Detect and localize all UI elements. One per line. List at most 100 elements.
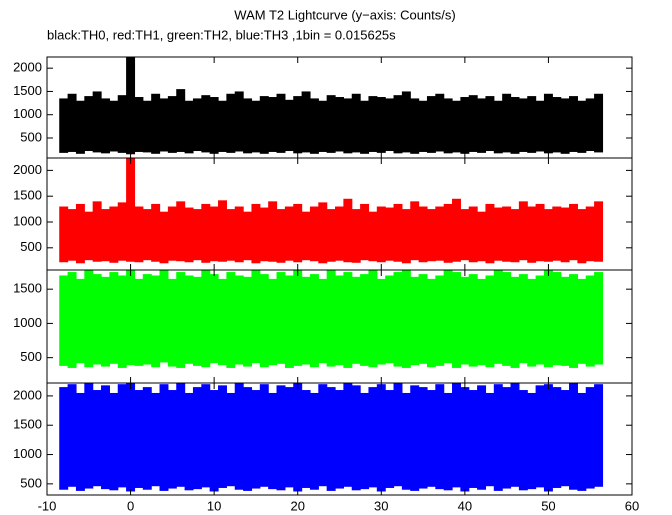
data-range bbox=[343, 272, 353, 368]
data-range bbox=[585, 98, 595, 152]
data-range bbox=[117, 275, 127, 368]
data-range bbox=[510, 97, 520, 154]
data-range bbox=[518, 390, 528, 491]
data-range bbox=[543, 93, 553, 154]
data-range bbox=[351, 93, 361, 153]
data-range bbox=[443, 98, 453, 154]
data-range bbox=[184, 392, 194, 491]
data-range bbox=[309, 392, 319, 490]
data-range bbox=[569, 383, 578, 490]
data-range bbox=[493, 384, 503, 491]
data-range bbox=[560, 98, 570, 154]
data-range bbox=[518, 201, 528, 261]
data-range bbox=[468, 390, 478, 488]
data-range bbox=[209, 390, 219, 492]
data-range bbox=[268, 201, 278, 262]
y-tick-label: 1000 bbox=[13, 106, 42, 121]
data-range bbox=[176, 89, 186, 152]
data-range bbox=[84, 211, 94, 261]
data-range bbox=[493, 270, 503, 364]
data-range bbox=[577, 392, 587, 491]
data-range bbox=[234, 275, 244, 365]
data-range bbox=[67, 209, 77, 261]
data-range bbox=[393, 383, 403, 487]
data-range bbox=[368, 211, 378, 262]
data-range bbox=[109, 392, 119, 491]
data-range bbox=[351, 276, 361, 364]
data-range bbox=[226, 93, 236, 153]
data-range bbox=[59, 98, 69, 153]
data-range bbox=[293, 383, 303, 492]
data-range bbox=[477, 211, 487, 262]
data-range bbox=[335, 97, 344, 152]
data-range bbox=[109, 272, 119, 364]
data-range bbox=[393, 203, 403, 262]
data-range bbox=[84, 383, 94, 489]
data-range bbox=[376, 384, 386, 492]
data-range bbox=[301, 390, 311, 488]
data-range bbox=[234, 91, 244, 152]
data-range bbox=[309, 274, 319, 368]
data-range bbox=[218, 385, 227, 488]
data-range bbox=[134, 278, 144, 366]
data-range bbox=[184, 100, 194, 154]
y-tick-label: 1500 bbox=[13, 188, 42, 203]
data-range bbox=[218, 200, 227, 262]
data-range bbox=[192, 387, 202, 490]
data-range bbox=[251, 270, 261, 364]
data-range bbox=[117, 95, 127, 153]
data-range bbox=[142, 274, 152, 365]
data-range bbox=[460, 97, 470, 154]
data-range bbox=[543, 209, 553, 262]
data-range bbox=[92, 390, 102, 487]
data-range bbox=[385, 275, 395, 364]
data-range bbox=[167, 206, 177, 261]
data-range bbox=[502, 206, 512, 262]
data-range bbox=[452, 100, 461, 153]
data-range bbox=[192, 98, 202, 152]
data-range bbox=[59, 275, 69, 366]
data-range bbox=[293, 96, 303, 154]
panel bbox=[59, 57, 604, 155]
data-range bbox=[535, 100, 545, 152]
x-tick-label: 50 bbox=[541, 498, 555, 513]
data-range bbox=[218, 278, 227, 366]
data-range bbox=[477, 278, 487, 366]
chart-title: WAM T2 Lightcurve (y−axis: Counts/s) bbox=[234, 7, 455, 22]
data-range bbox=[410, 201, 420, 261]
data-range bbox=[468, 274, 478, 367]
panel bbox=[59, 383, 604, 492]
data-range bbox=[159, 211, 169, 264]
data-range bbox=[284, 275, 294, 368]
data-range bbox=[535, 203, 545, 262]
y-tick-label: 2000 bbox=[13, 60, 42, 75]
data-range bbox=[543, 270, 553, 368]
data-range bbox=[268, 278, 278, 366]
data-range bbox=[351, 209, 361, 263]
data-range bbox=[159, 384, 169, 491]
x-tick-label: 40 bbox=[458, 498, 472, 513]
data-range bbox=[385, 207, 395, 261]
data-range bbox=[142, 387, 152, 490]
data-range bbox=[418, 206, 428, 263]
data-range bbox=[318, 100, 328, 152]
data-range bbox=[234, 206, 244, 263]
data-range bbox=[385, 98, 395, 152]
data-range bbox=[585, 206, 595, 262]
data-range bbox=[326, 387, 336, 491]
data-range bbox=[335, 275, 344, 366]
data-range bbox=[243, 276, 253, 367]
data-range bbox=[385, 390, 395, 488]
data-range bbox=[351, 385, 361, 491]
data-range bbox=[126, 270, 136, 366]
data-range bbox=[485, 275, 495, 368]
panel-frame bbox=[46, 382, 633, 496]
data-range bbox=[527, 278, 537, 367]
data-range bbox=[510, 276, 520, 368]
data-range bbox=[318, 278, 328, 364]
data-range bbox=[585, 387, 595, 489]
data-range bbox=[268, 392, 278, 490]
data-range bbox=[226, 209, 236, 261]
data-range bbox=[594, 384, 604, 487]
